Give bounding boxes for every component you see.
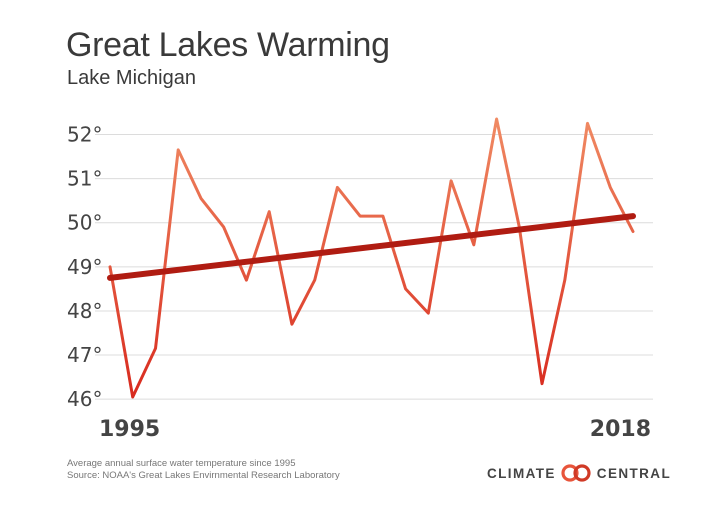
- y-tick-label: 51°: [67, 167, 102, 191]
- y-tick-label: 52°: [67, 122, 102, 146]
- data-point: [131, 396, 134, 399]
- data-point: [200, 197, 203, 200]
- y-tick-label: 47°: [67, 343, 102, 367]
- data-point: [313, 279, 316, 282]
- data-point: [359, 215, 362, 218]
- gridlines: [95, 133, 653, 400]
- data-point: [291, 323, 294, 326]
- data-point: [222, 226, 225, 229]
- x-axis-ticks: 1995 2018: [99, 417, 651, 442]
- footer-description: Average annual surface water temperature…: [67, 458, 296, 469]
- trend-line: [107, 213, 636, 281]
- footer-source: Source: NOAA's Great Lakes Envirnmental …: [67, 470, 340, 481]
- data-point: [586, 122, 589, 125]
- logo-text-left: CLIMATE: [487, 465, 556, 481]
- data-point: [154, 347, 157, 350]
- climate-central-logo: CLIMATE CENTRAL: [487, 462, 671, 484]
- y-tick-label: 50°: [67, 211, 102, 235]
- data-point: [541, 382, 544, 385]
- temperature-series-line: [108, 117, 635, 399]
- double-ring-icon: [561, 464, 591, 482]
- data-point: [336, 186, 339, 189]
- chart-title: Great Lakes Warming: [66, 26, 390, 64]
- footer-notes: Average annual surface water temperature…: [67, 458, 340, 482]
- logo-text-right: CENTRAL: [596, 465, 672, 481]
- x-tick-label: 1995: [99, 417, 160, 442]
- series-group: [107, 117, 636, 399]
- data-point: [381, 215, 384, 218]
- data-point: [404, 287, 407, 290]
- data-point: [495, 118, 498, 121]
- data-point: [609, 186, 612, 189]
- y-tick-label: 48°: [67, 299, 102, 323]
- data-point: [427, 312, 430, 315]
- y-tick-label: 49°: [67, 255, 102, 279]
- data-point: [245, 279, 248, 282]
- data-point: [268, 210, 271, 213]
- data-point: [450, 179, 453, 182]
- x-tick-label: 2018: [590, 417, 651, 442]
- y-axis-ticks: 46° 47° 48° 49° 50° 51° 52°: [67, 122, 102, 411]
- data-point: [563, 279, 566, 282]
- data-point: [109, 265, 112, 268]
- data-point: [632, 230, 635, 233]
- chart-subtitle: Lake Michigan: [67, 67, 196, 89]
- data-point: [472, 243, 475, 246]
- data-point: [177, 149, 180, 152]
- y-tick-label: 46°: [67, 387, 102, 411]
